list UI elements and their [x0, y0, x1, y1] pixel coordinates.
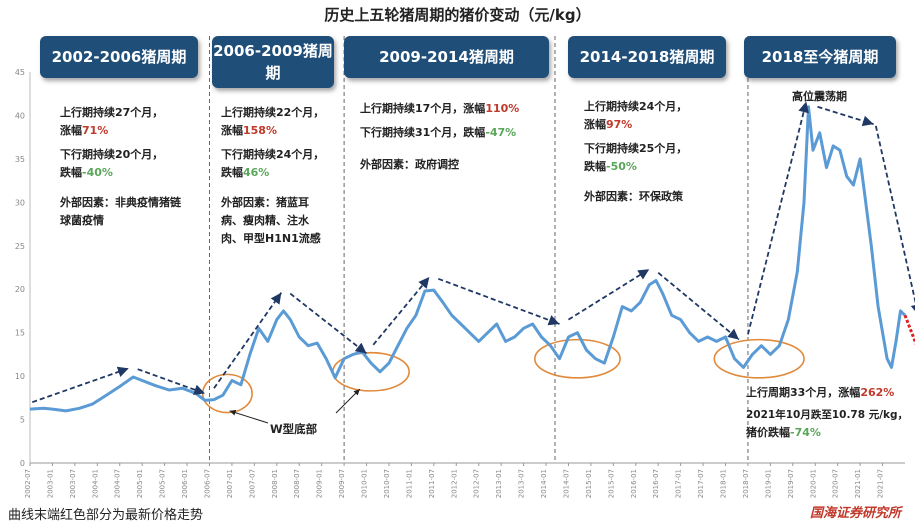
w-bottom-label: W型底部 [270, 422, 318, 436]
x-tick-label: 2005-07 [159, 469, 167, 498]
x-tick-label: 2005-01 [136, 469, 144, 498]
x-tick-label: 2012-07 [473, 469, 481, 498]
cycle-header-2: 2006-2009猪周期 [212, 36, 334, 88]
x-tick-label: 2020-01 [809, 469, 817, 498]
x-tick-label: 2018-01 [720, 469, 728, 498]
trend-arrow [817, 105, 874, 127]
w-bottom-pointer [229, 409, 269, 424]
y-tick-label: 40 [15, 111, 25, 120]
y-tick-label: 5 [20, 416, 25, 425]
x-tick-label: 2021-07 [877, 469, 885, 498]
x-tick-label: 2006-01 [181, 469, 189, 498]
cycle1-notes: 上行期持续27个月， 涨幅71% 下行期持续20个月， 跌幅-40% 外部因素：… [60, 106, 181, 227]
y-tick-label: 25 [15, 242, 25, 251]
x-tick-label: 2011-07 [428, 469, 436, 498]
cycle-header-4: 2014-2018猪周期 [568, 36, 726, 78]
x-tick-label: 2007-01 [226, 469, 234, 498]
x-tick-label: 2016-07 [652, 469, 660, 498]
w-bottom-pointer [335, 388, 361, 414]
trend-arrow [567, 268, 650, 321]
y-tick-label: 0 [20, 459, 25, 468]
bottom-highlight-ellipse [534, 338, 621, 379]
x-tick-label: 2004-01 [91, 469, 99, 498]
x-tick-label: 2014-01 [540, 469, 548, 498]
bottom-highlight-ellipse [201, 373, 253, 414]
x-tick-label: 2003-07 [69, 469, 77, 498]
y-tick-label: 30 [15, 198, 25, 207]
x-tick-label: 2014-07 [562, 469, 570, 498]
x-tick-label: 2007-07 [248, 469, 256, 498]
trend-arrow [213, 292, 283, 389]
chart-title: 历史上五轮猪周期的猪价变动（元/kg） [324, 6, 591, 24]
trend-arrow [137, 368, 206, 395]
x-tick-label: 2017-07 [697, 469, 705, 498]
x-tick-label: 2008-01 [271, 469, 279, 498]
trend-arrow [289, 292, 368, 355]
x-tick-label: 2020-07 [832, 469, 840, 498]
cycle-header-5: 2018至今猪周期 [744, 36, 896, 78]
peak-label: 高位震荡期 [792, 90, 847, 103]
cycle4-notes: 上行期持续24个月， 涨幅97% 下行期持续25个月， 跌幅-50% 外部因素：… [584, 100, 688, 203]
x-tick-label: 2011-01 [405, 469, 413, 498]
trend-arrow [747, 101, 809, 335]
trend-arrow [657, 272, 740, 341]
x-tick-label: 2009-07 [338, 469, 346, 498]
trend-arrow [372, 276, 431, 346]
trend-arrow [874, 125, 915, 316]
footer-note: 曲线末端红色部分为最新价格走势 [8, 508, 204, 523]
x-tick-label: 2004-07 [114, 469, 122, 498]
x-tick-label: 2016-01 [630, 469, 638, 498]
x-tick-label: 2017-01 [675, 469, 683, 498]
y-tick-label: 15 [15, 329, 25, 338]
y-tick-label: 20 [15, 285, 25, 294]
cycle-header-1: 2002-2006猪周期 [40, 36, 198, 78]
x-tick-label: 2019-07 [787, 469, 795, 498]
x-tick-label: 2015-07 [607, 469, 615, 498]
y-tick-label: 45 [15, 68, 25, 77]
x-tick-label: 2008-07 [293, 469, 301, 498]
x-tick-label: 2009-01 [316, 469, 324, 498]
cycle3-notes: 上行期持续17个月，涨幅110% 下行期持续31个月，跌幅-47% 外部因素：政… [360, 102, 520, 171]
brand-logo: 国海证券研究所 [809, 506, 901, 521]
x-tick-label: 2002-07 [24, 469, 32, 498]
cycle-header-3: 2009-2014猪周期 [344, 36, 549, 78]
trend-arrow [438, 277, 560, 326]
x-tick-label: 2010-07 [383, 469, 391, 498]
cycle2-notes: 上行期持续22个月， 涨幅158% 下行期持续24个月， 跌幅46% 外部因素：… [221, 106, 325, 245]
price-series-line [29, 105, 907, 413]
x-tick-label: 2012-01 [450, 469, 458, 498]
x-tick-label: 2003-01 [46, 469, 54, 498]
cycle5-notes: 上行周期33个月，涨幅262% 2021年10月跌至10.78 元/kg， 猪价… [746, 386, 909, 439]
y-tick-label: 35 [15, 155, 25, 164]
x-tick-label: 2015-01 [585, 469, 593, 498]
latest-price-line [903, 314, 915, 346]
x-tick-label: 2018-07 [742, 469, 750, 498]
trend-arrow [31, 366, 130, 404]
x-tick-label: 2021-01 [854, 469, 862, 498]
x-tick-label: 2019-01 [764, 469, 772, 498]
bottom-highlight-ellipse [713, 338, 805, 379]
x-tick-label: 2013-07 [518, 469, 526, 498]
x-tick-label: 2010-01 [361, 469, 369, 498]
x-tick-label: 2013-01 [495, 469, 503, 498]
x-tick-label: 2006-07 [203, 469, 211, 498]
y-tick-label: 10 [15, 372, 25, 381]
